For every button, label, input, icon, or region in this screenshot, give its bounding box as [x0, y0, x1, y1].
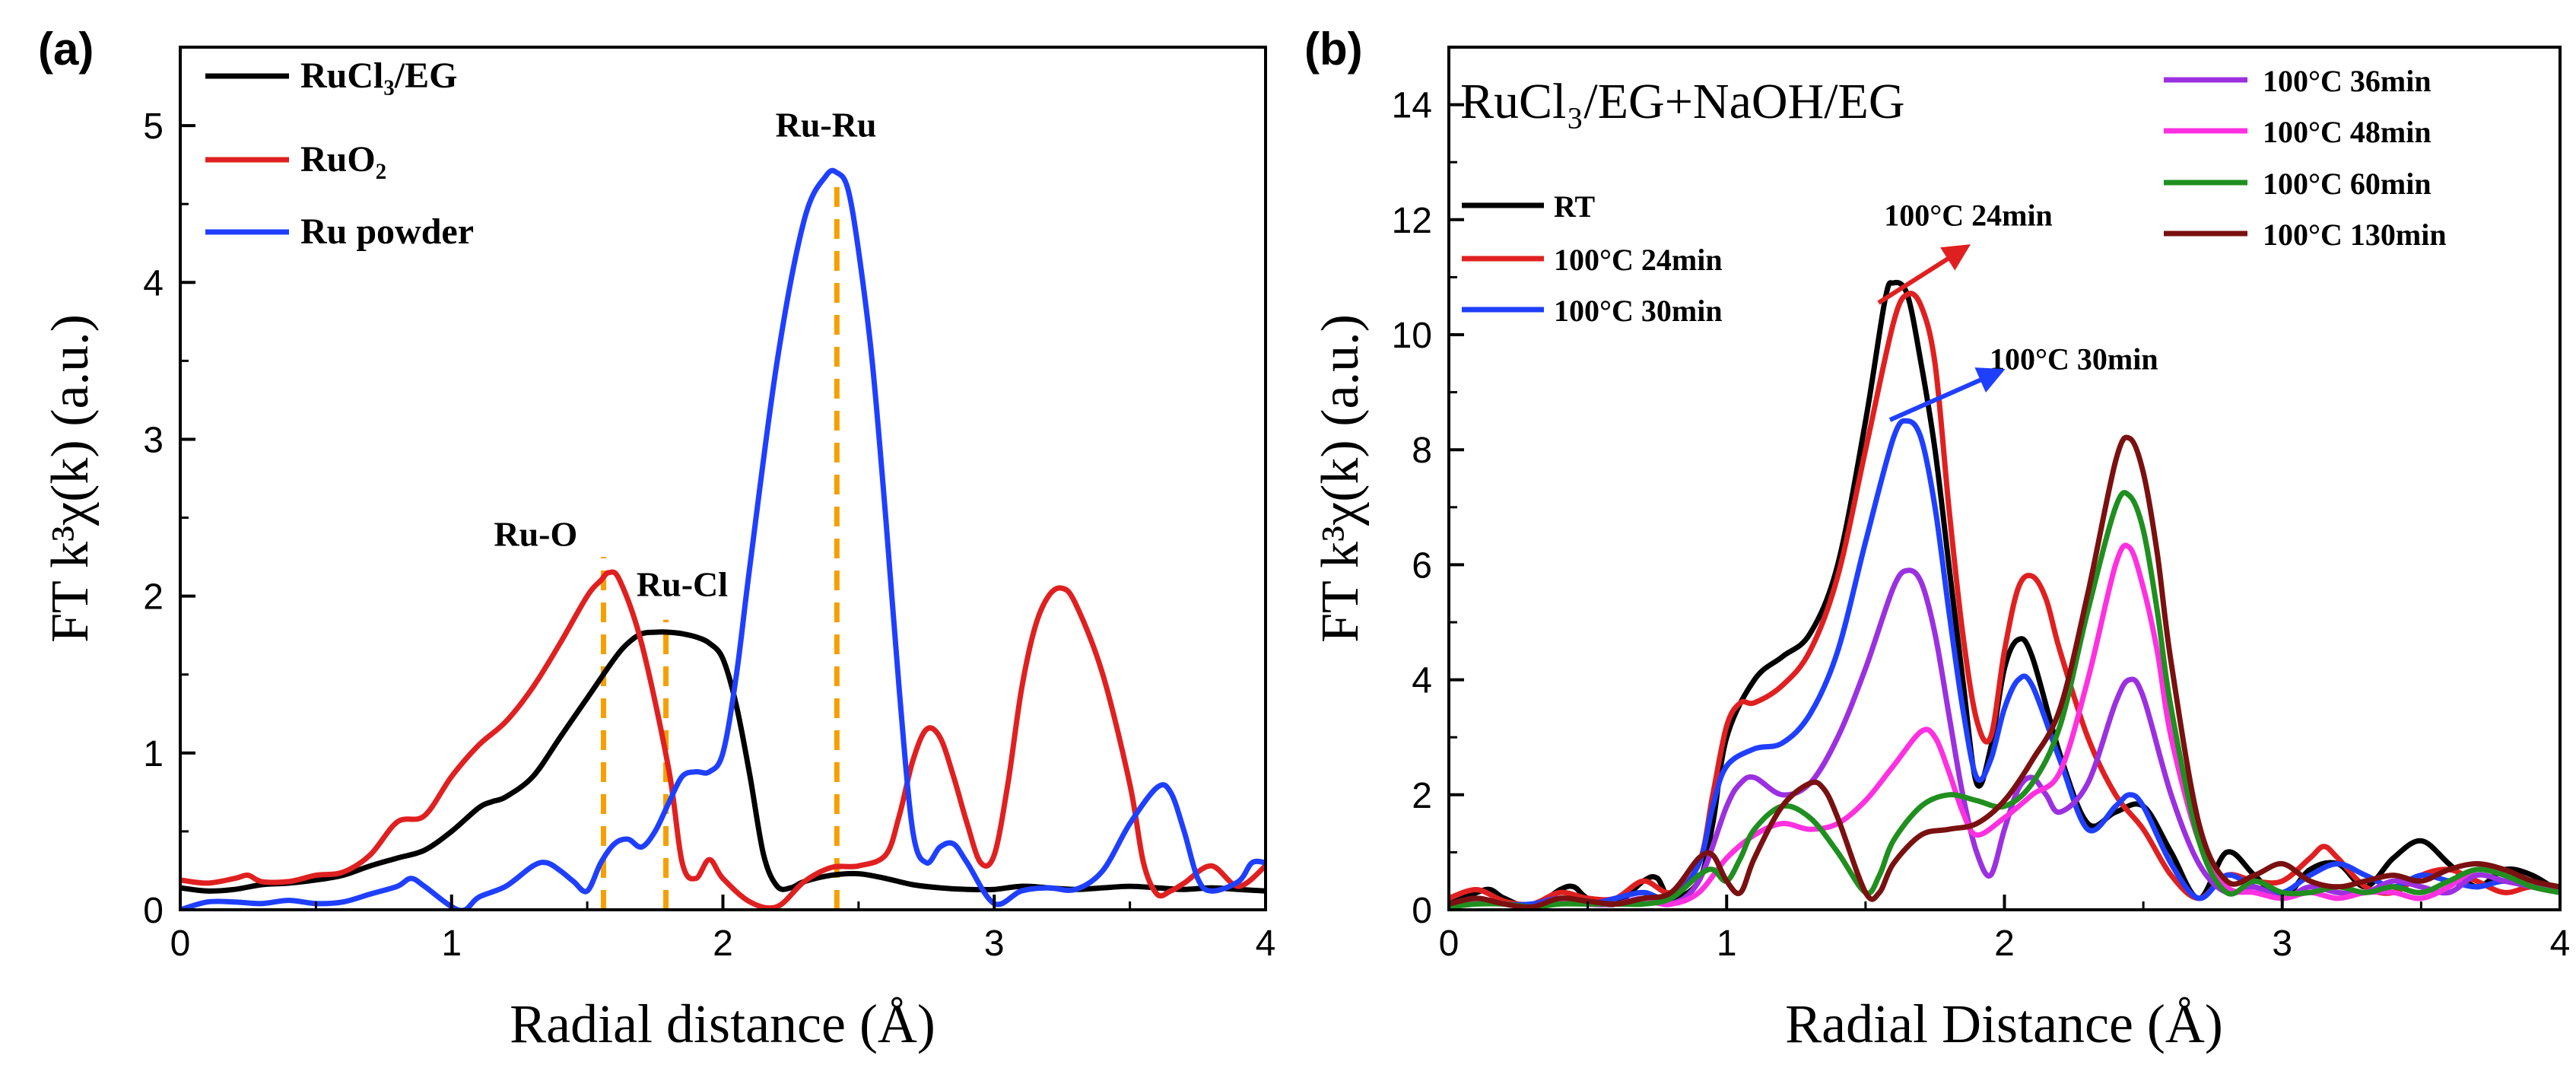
chart-title-b: RuCl₃/EG+NaOH/EG [1460, 74, 1905, 129]
x-tick-label-a: 4 [1256, 923, 1276, 964]
x-tick-label-a: 0 [170, 923, 191, 964]
y-tick-label-b: 8 [1412, 431, 1432, 471]
y-axis-label-b: FT k³χ(k) (a.u.) [1311, 314, 1370, 643]
y-tick-label-a: 1 [143, 734, 164, 774]
series-line-b-5 [1449, 542, 2560, 910]
x-tick-label-a: 1 [441, 923, 462, 964]
panel-label-b: (b) [1304, 24, 1363, 75]
annotation-a-2: Ru-Cl [637, 565, 728, 604]
legend-label-rt: RT [1554, 189, 1595, 224]
annotation-a-3: Ru-Ru [776, 106, 877, 145]
y-tick-label-a: 4 [143, 263, 164, 304]
legend-a: RuCl₃/EG RuO₂ Ru powder [205, 56, 474, 252]
annotation-b-2: 100°C 30min [1990, 342, 2158, 376]
y-tick-label-a: 2 [143, 577, 164, 618]
y-tick-label-a: 0 [143, 891, 164, 931]
panel-label-a: (a) [38, 24, 94, 75]
x-tick-label-b: 0 [1439, 923, 1460, 964]
y-tick-label-b: 6 [1412, 545, 1432, 586]
x-tick-label-b: 2 [1994, 923, 2015, 964]
y-tick-label-b: 0 [1412, 891, 1432, 931]
y-tick-label-a: 3 [143, 420, 164, 460]
x-tick-label-b: 1 [1717, 923, 1737, 964]
legend-label-36min: 100°C 36min [2263, 64, 2431, 98]
x-axis-label-b: Radial Distance (Å) [1785, 993, 2223, 1054]
y-tick-label-a: 5 [143, 106, 164, 147]
y-axis-label-a: FT k³χ(k) (a.u.) [41, 314, 100, 643]
y-tick-label-b: 2 [1412, 776, 1432, 816]
x-tick-label-a: 3 [984, 923, 1005, 964]
x-axis-label-a: Radial distance (Å) [510, 993, 935, 1054]
y-tick-label-b: 12 [1392, 201, 1432, 241]
series-line-b-2 [1449, 291, 2560, 908]
chart-a: 0 1 2 3 4 0 1 2 3 4 5 Ru-O Ru-Cl Ru-Ru FT k³χ(k) (a.u… [41, 46, 1276, 1054]
series-line-b-7 [1449, 434, 2560, 910]
legend-b-left: RT 100°C 24min 100°C 30min [1462, 189, 1723, 328]
series-line-b-6 [1449, 490, 2560, 910]
x-tick-label-b: 4 [2550, 923, 2571, 964]
series-line-a-2 [180, 569, 1266, 910]
series-line-b-1 [1449, 279, 2560, 910]
annotation-arrow-24min [1877, 244, 1971, 305]
legend-label-ruo2: RuO₂ [300, 139, 386, 180]
legend-label-48min: 100°C 48min [2263, 115, 2431, 149]
y-tick-label-b: 14 [1392, 86, 1432, 126]
series-line-a-3 [180, 167, 1266, 910]
legend-label-130min: 100°C 130min [2263, 218, 2447, 252]
annotation-arrow-30min [1888, 367, 2006, 422]
x-tick-label-b: 3 [2272, 923, 2292, 964]
x-tick-label-a: 2 [713, 923, 733, 964]
y-tick-label-b: 10 [1392, 316, 1432, 356]
annotation-b-1: 100°C 24min [1884, 198, 2053, 232]
legend-label-rucl3: RuCl₃/EG [300, 56, 457, 96]
legend-label-60min: 100°C 60min [2263, 167, 2431, 201]
legend-label-30min: 100°C 30min [1554, 294, 1723, 328]
legend-b-right: 100°C 36min 100°C 48min 100°C 60min 100°… [2164, 64, 2447, 252]
legend-label-24min: 100°C 24min [1554, 243, 1723, 277]
legend-label-ru-powder: Ru powder [300, 211, 474, 252]
y-tick-label-b: 4 [1412, 661, 1432, 701]
annotation-a-1: Ru-O [494, 515, 577, 554]
